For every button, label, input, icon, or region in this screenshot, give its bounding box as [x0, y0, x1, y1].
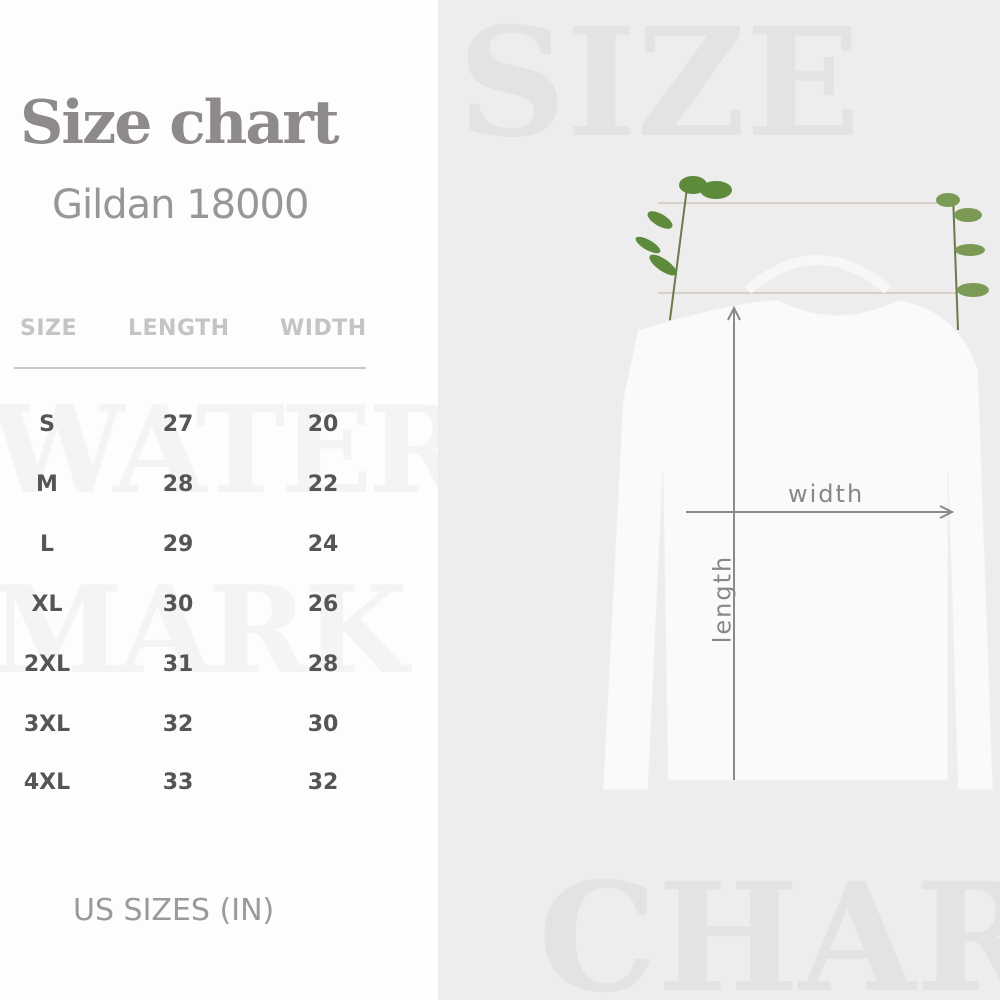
sweater-illustration: SIZE CHAR [458, 0, 1000, 1000]
column-header-width: WIDTH [280, 316, 367, 341]
cell-length: 31 [162, 652, 194, 677]
page-title: Size chart [20, 88, 340, 158]
cell-length: 28 [162, 472, 194, 497]
cell-size: S [39, 412, 55, 437]
cell-length: 33 [162, 770, 194, 795]
cell-size: 3XL [23, 712, 71, 737]
cell-length: 30 [162, 592, 194, 617]
sweater [602, 299, 994, 791]
column-header-length: LENGTH [128, 316, 230, 341]
cell-size: XL [31, 592, 63, 617]
cell-length: 27 [162, 412, 194, 437]
plant-right-icon [936, 193, 989, 331]
watermark-text: MARK [0, 560, 408, 701]
hanger [744, 255, 892, 294]
cell-width: 30 [307, 712, 339, 737]
length-label: length [708, 554, 737, 644]
size-table-panel: WATER MARK Size chart Gildan 18000 SIZE … [0, 0, 468, 1000]
watermark-text: WATER [0, 380, 468, 521]
cell-width: 24 [307, 532, 339, 557]
plant-left-icon [635, 176, 732, 336]
units-note: US SIZES (IN) [73, 893, 275, 928]
column-header-size: SIZE [20, 316, 78, 341]
cell-size: L [39, 532, 55, 557]
cell-size: 2XL [23, 652, 71, 677]
cell-length: 32 [162, 712, 194, 737]
product-name: Gildan 18000 [52, 182, 309, 228]
cell-width: 20 [307, 412, 339, 437]
watermark-chart: CHAR [538, 850, 1000, 1000]
measurement-arrows [686, 305, 955, 780]
cell-width: 26 [307, 592, 339, 617]
header-divider [14, 367, 366, 369]
width-label: width [788, 480, 865, 508]
cell-width: 28 [307, 652, 339, 677]
sweater-photo: SIZE CHAR width length [438, 0, 1000, 1000]
cell-width: 32 [307, 770, 339, 795]
cell-width: 22 [307, 472, 339, 497]
cell-length: 29 [162, 532, 194, 557]
watermark-size: SIZE [458, 0, 860, 171]
cell-size: M [36, 472, 58, 497]
cell-size: 4XL [23, 770, 71, 795]
